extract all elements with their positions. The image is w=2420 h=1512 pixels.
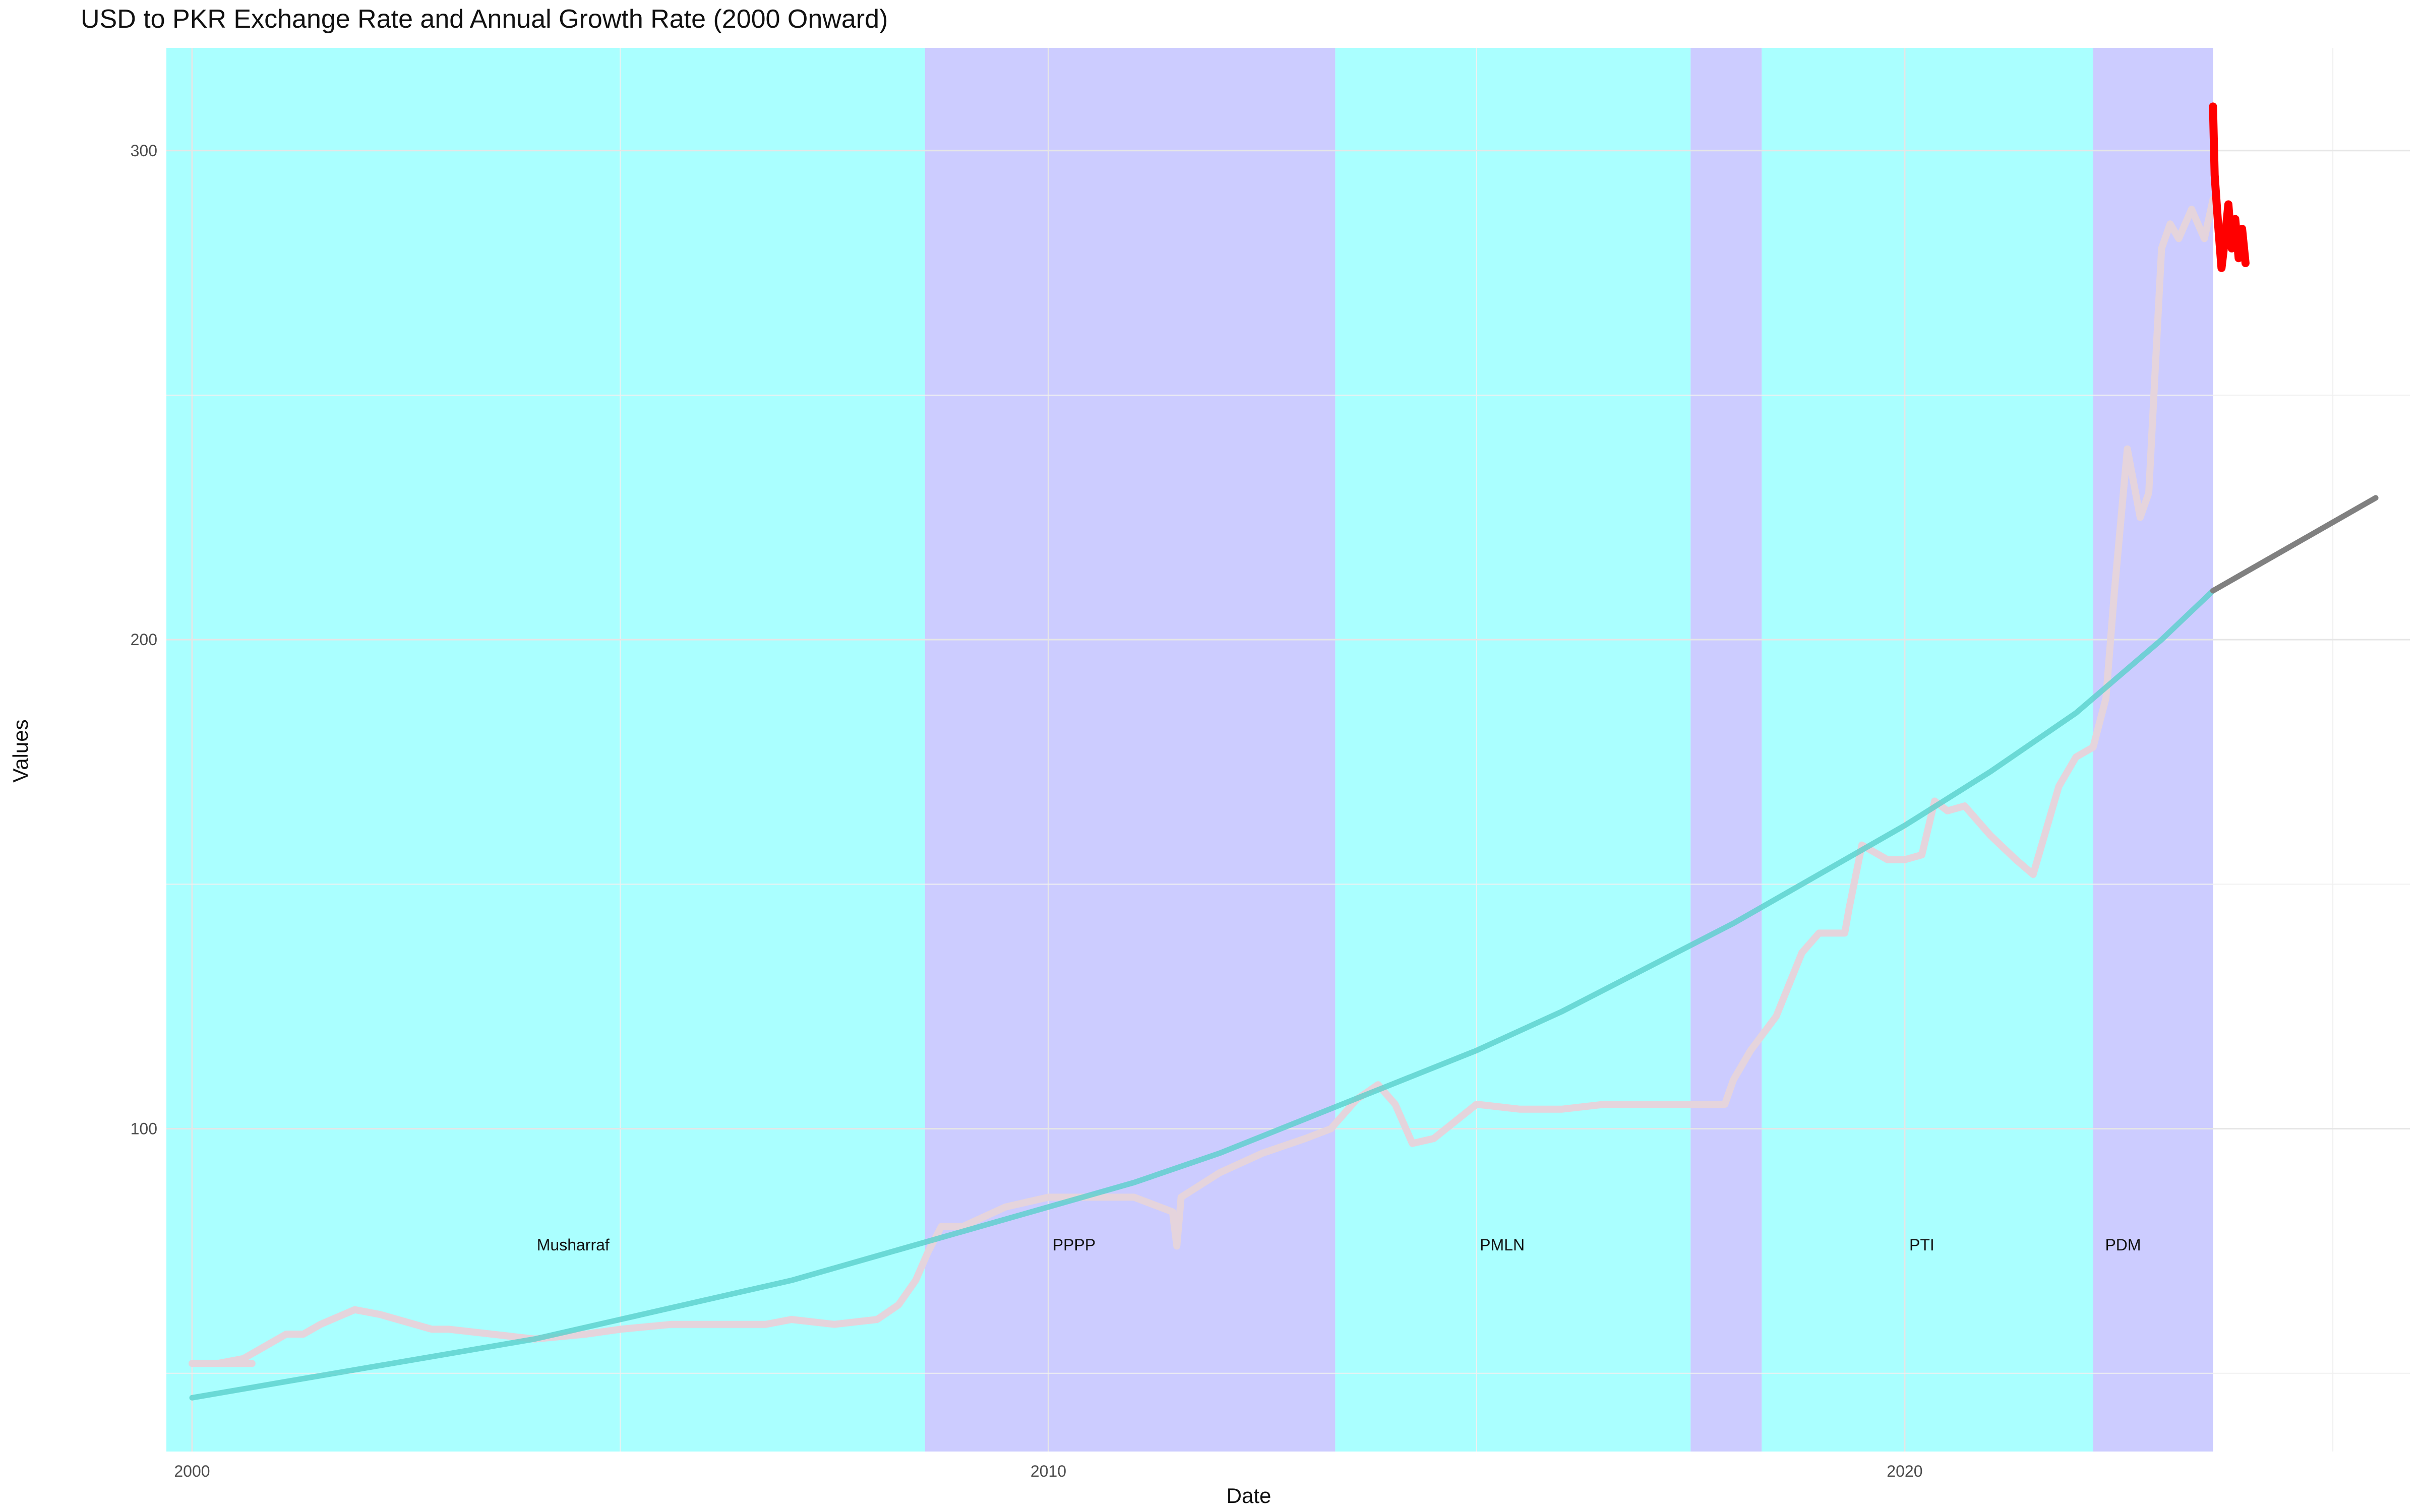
x-tick-label: 2010 [1031,1462,1066,1480]
grid-lines [166,48,2410,1452]
period-band-0 [166,48,925,1452]
period-band-5 [2093,48,2213,1452]
y-tick-label: 200 [131,631,157,649]
chart-title: USD to PKR Exchange Rate and Annual Grow… [81,5,888,34]
series-line-growth-trend [189,588,2216,1401]
x-tick-label: 2020 [1887,1462,1922,1480]
series-lines [189,102,2379,1401]
series-line-forecast [2209,102,2250,272]
period-label: Musharraf [537,1236,610,1254]
period-label: PTI [1909,1236,1934,1254]
x-axis-title: Date [1227,1484,1272,1507]
y-tick-label: 100 [131,1120,157,1138]
period-band-3 [1690,48,1762,1452]
y-tick-label: 300 [131,142,157,160]
period-band-4 [1762,48,2093,1452]
period-band-1 [925,48,1336,1452]
tick-labels: 2000 2010 2020 100 200 300 [131,142,1923,1480]
period-label: PPPP [1053,1236,1096,1254]
period-labels: Musharraf PPPP PMLN PTI PDM [537,1236,2141,1254]
period-label: PMLN [1480,1236,1525,1254]
period-label: PDM [2105,1236,2141,1254]
y-axis-title: Values [9,719,32,782]
x-tick-label: 2000 [174,1462,210,1480]
period-band-2 [1335,48,1691,1452]
period-bands [166,48,2213,1452]
series-line-growth-projection [2210,495,2379,594]
